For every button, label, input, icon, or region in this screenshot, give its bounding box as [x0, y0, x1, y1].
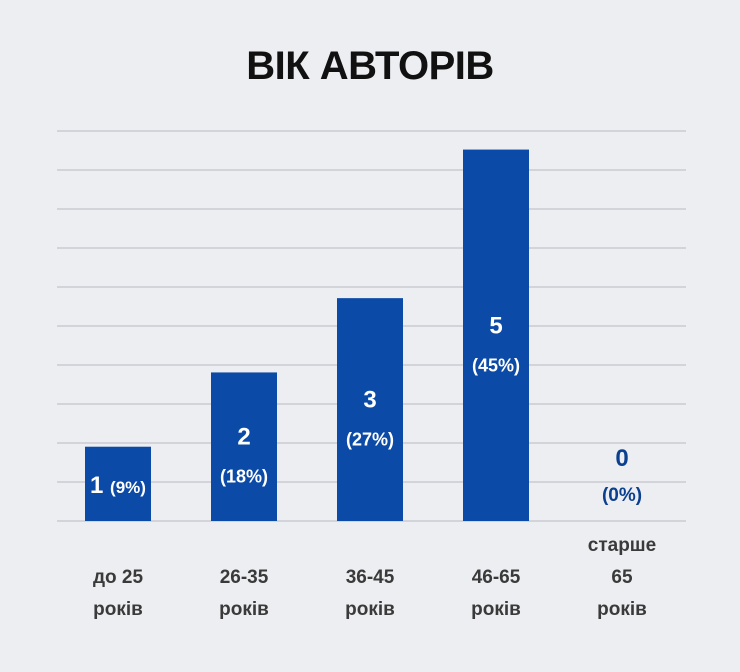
percent-label: (0%)	[602, 485, 642, 506]
bars	[85, 149, 529, 522]
x-tick-label: років	[597, 599, 647, 620]
bar	[211, 372, 277, 521]
x-tick-label: 36-45	[346, 567, 395, 588]
data-label: 2	[237, 424, 250, 451]
percent-label: (18%)	[220, 467, 268, 487]
x-tick-label: років	[345, 599, 395, 620]
data-label: 1 (9%)	[90, 472, 146, 499]
percent-label: (45%)	[472, 355, 520, 375]
x-tick-label: років	[93, 599, 143, 620]
x-tick-label: старше	[588, 535, 656, 556]
bar	[463, 149, 529, 522]
x-tick-label: 46-65	[472, 567, 521, 588]
chart-title: ВІК АВТОРІВ	[246, 44, 494, 88]
data-label: 5	[489, 312, 502, 339]
data-label: 3	[363, 387, 376, 414]
data-label: 0	[615, 445, 628, 472]
x-tick-label: років	[219, 599, 269, 620]
percent-label: (27%)	[346, 430, 394, 450]
x-tick-label: 26-35	[220, 567, 269, 588]
bar	[85, 446, 151, 521]
bar	[337, 298, 403, 521]
value-labels: 1 (9%) 2 (18%) 3 (27%) 5 (45%) 0 (0%)	[90, 312, 642, 506]
x-tick-label: до 25	[93, 567, 144, 588]
x-axis-labels: до 25 років 26-35 років 36-45 років 46-65 років…	[93, 535, 656, 620]
x-tick-label: 65	[611, 567, 633, 588]
x-tick-label: років	[471, 599, 521, 620]
